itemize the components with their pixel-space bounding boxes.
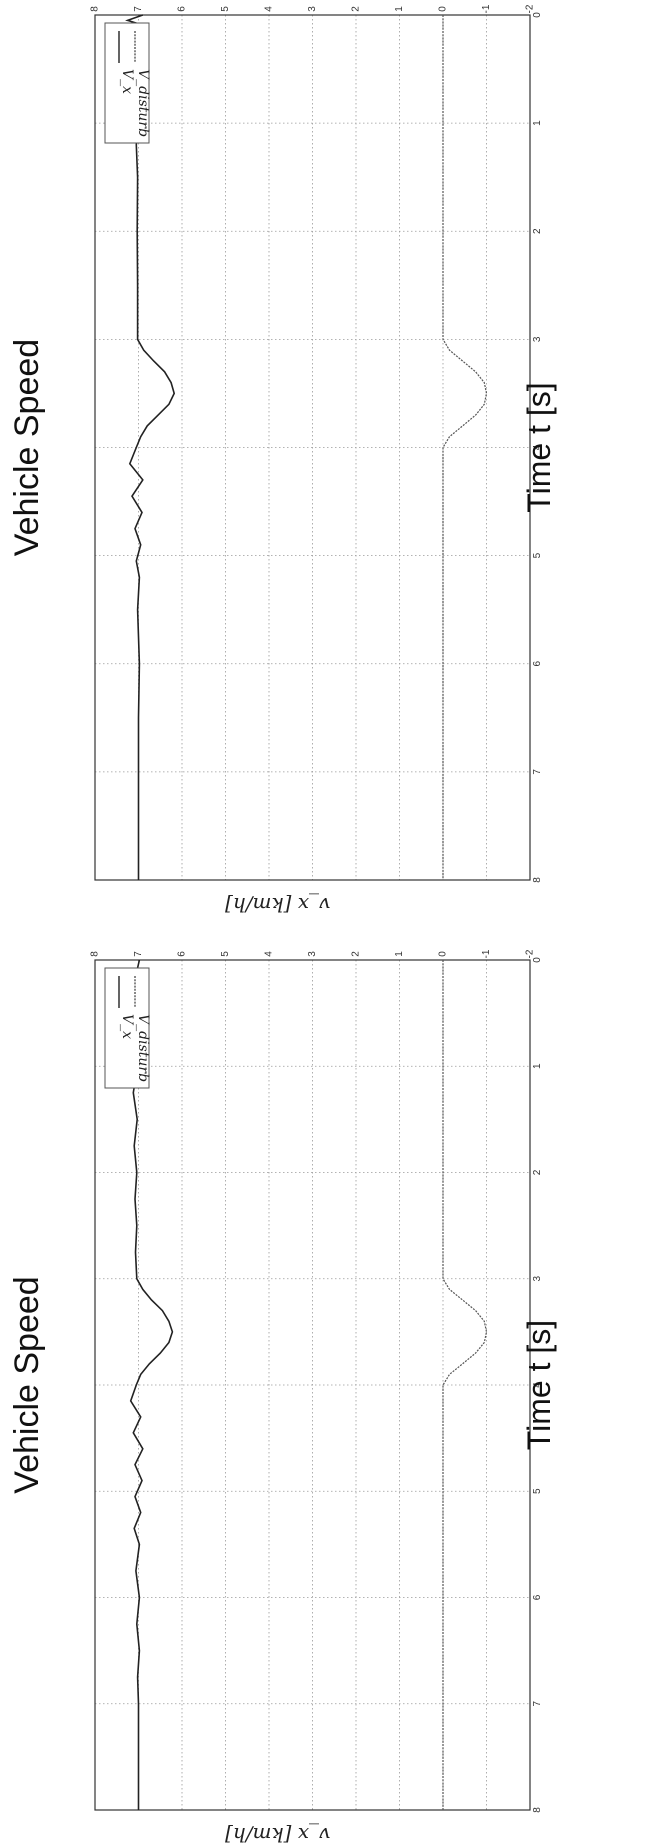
- x-tick-label: 8: [532, 1807, 543, 1813]
- x-tick-label: 7: [532, 1701, 543, 1707]
- y-tick-label: 7: [133, 951, 144, 957]
- y-tick-label: 4: [264, 951, 275, 957]
- y-tick-label: 1: [394, 6, 405, 12]
- x-tick-label: 6: [532, 1594, 543, 1600]
- x-tick-label: 0: [532, 12, 543, 18]
- chart-bottom: 0 1 2 3 4 5 6 7 8 -2 -1 0 1 2 3 4 5 6 7 8 Vehicle Speed Time …: [8, 949, 557, 1843]
- chart-title: Vehicle Speed: [8, 339, 46, 556]
- x-tick-label: 2: [532, 228, 543, 234]
- y-tick-label: 7: [133, 6, 144, 12]
- x-tick-label: 3: [532, 1276, 543, 1282]
- x-tick-label: 0: [532, 957, 543, 963]
- y-tick-label: 6: [177, 951, 188, 957]
- series-line-vx: [129, 959, 174, 1810]
- x-tick-label: 5: [532, 1488, 543, 1494]
- y-tick-label: 1: [394, 951, 405, 957]
- y-tick-label: 2: [351, 6, 362, 12]
- x-tick-label: 5: [532, 552, 543, 558]
- y-tick-label: 3: [307, 951, 318, 957]
- x-tick-label: 3: [532, 336, 543, 342]
- y-tick-label: 3: [307, 6, 318, 12]
- plot-frame: [94, 14, 531, 881]
- x-axis-label: Time t [s]: [521, 1320, 557, 1450]
- x-tick-label: 4: [532, 1382, 543, 1388]
- x-tick-label: 7: [532, 769, 543, 775]
- series-line-vdisturb: [442, 15, 488, 880]
- y-tick-label: -2: [525, 4, 536, 13]
- y-tick-label: 5: [220, 6, 231, 12]
- y-tick-label: 5: [220, 951, 231, 957]
- chart-top: 0 1 2 3 4 5 6 7 8 -2 -1 0 1 2 3 4 5 6 7 8 Vehicle Speed Time …: [8, 4, 557, 917]
- y-tick-label: 0: [438, 951, 449, 957]
- x-tick-label: 8: [532, 877, 543, 883]
- x-tick-label: 1: [532, 1063, 543, 1069]
- y-tick-label: -2: [525, 949, 536, 958]
- y-axis-label: v_x [km/h]: [225, 1823, 330, 1843]
- x-tick-label: 6: [532, 661, 543, 667]
- legend-box: [104, 22, 150, 144]
- legend-entry: V_disturb: [135, 1014, 151, 1082]
- y-tick-label: -1: [481, 4, 492, 13]
- x-tick-label: 2: [532, 1169, 543, 1175]
- y-tick-label: 0: [438, 6, 449, 12]
- x-tick-label: 4: [532, 444, 543, 450]
- chart-title: Vehicle Speed: [8, 1276, 46, 1493]
- x-axis-label: Time t [s]: [521, 382, 557, 512]
- legend-entry: V_x: [119, 1014, 135, 1039]
- legend-entry: V_x: [119, 69, 135, 94]
- y-tick-label: 8: [90, 6, 101, 12]
- series-line-vx: [122, 14, 176, 880]
- plot-frame: [94, 959, 531, 1811]
- y-tick-label: 8: [90, 951, 101, 957]
- y-axis-label: v_x [km/h]: [225, 893, 330, 917]
- y-tick-label: 2: [351, 951, 362, 957]
- legend-entry: V_disturb: [135, 69, 151, 137]
- x-tick-label: 1: [532, 120, 543, 126]
- series-line-vdisturb: [442, 960, 488, 1810]
- y-tick-label: 4: [264, 6, 275, 12]
- y-tick-label: -1: [481, 949, 492, 958]
- y-tick-label: 6: [177, 6, 188, 12]
- legend-box: [104, 967, 150, 1089]
